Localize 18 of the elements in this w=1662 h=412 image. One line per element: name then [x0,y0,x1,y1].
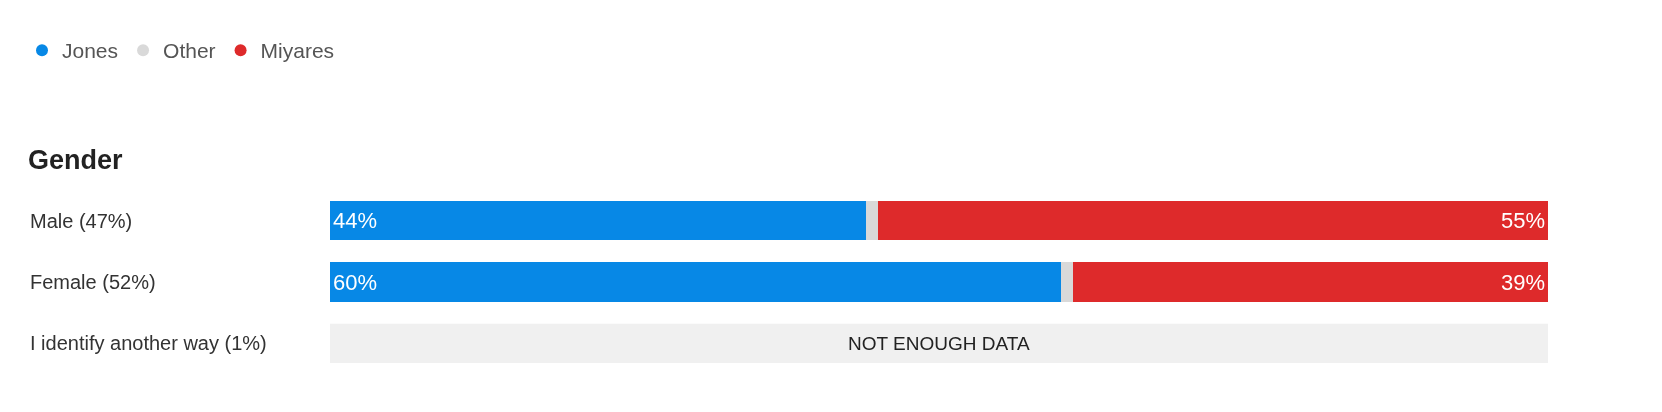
y-tick-label: I identify another way (1%) [30,332,267,354]
bar [330,201,866,241]
bar [865,201,879,241]
data-label: 39% [1500,269,1545,295]
data-label: 44% [333,208,378,234]
bar [1072,262,1548,302]
data-label: 60% [333,269,378,295]
band-label: NOT ENOUGH DATA [848,333,1030,354]
data-label: 55% [1500,208,1545,234]
bar [878,201,1548,241]
legend-label: Other [163,39,216,63]
legend-label: Miyares [260,39,335,63]
legend-label: Jones [62,39,119,63]
y-tick-label: Male (47%) [30,210,133,232]
text: Gender [28,145,124,176]
bar [1060,262,1073,302]
bar [330,262,1061,302]
y-tick-label: Female (52%) [30,271,156,293]
